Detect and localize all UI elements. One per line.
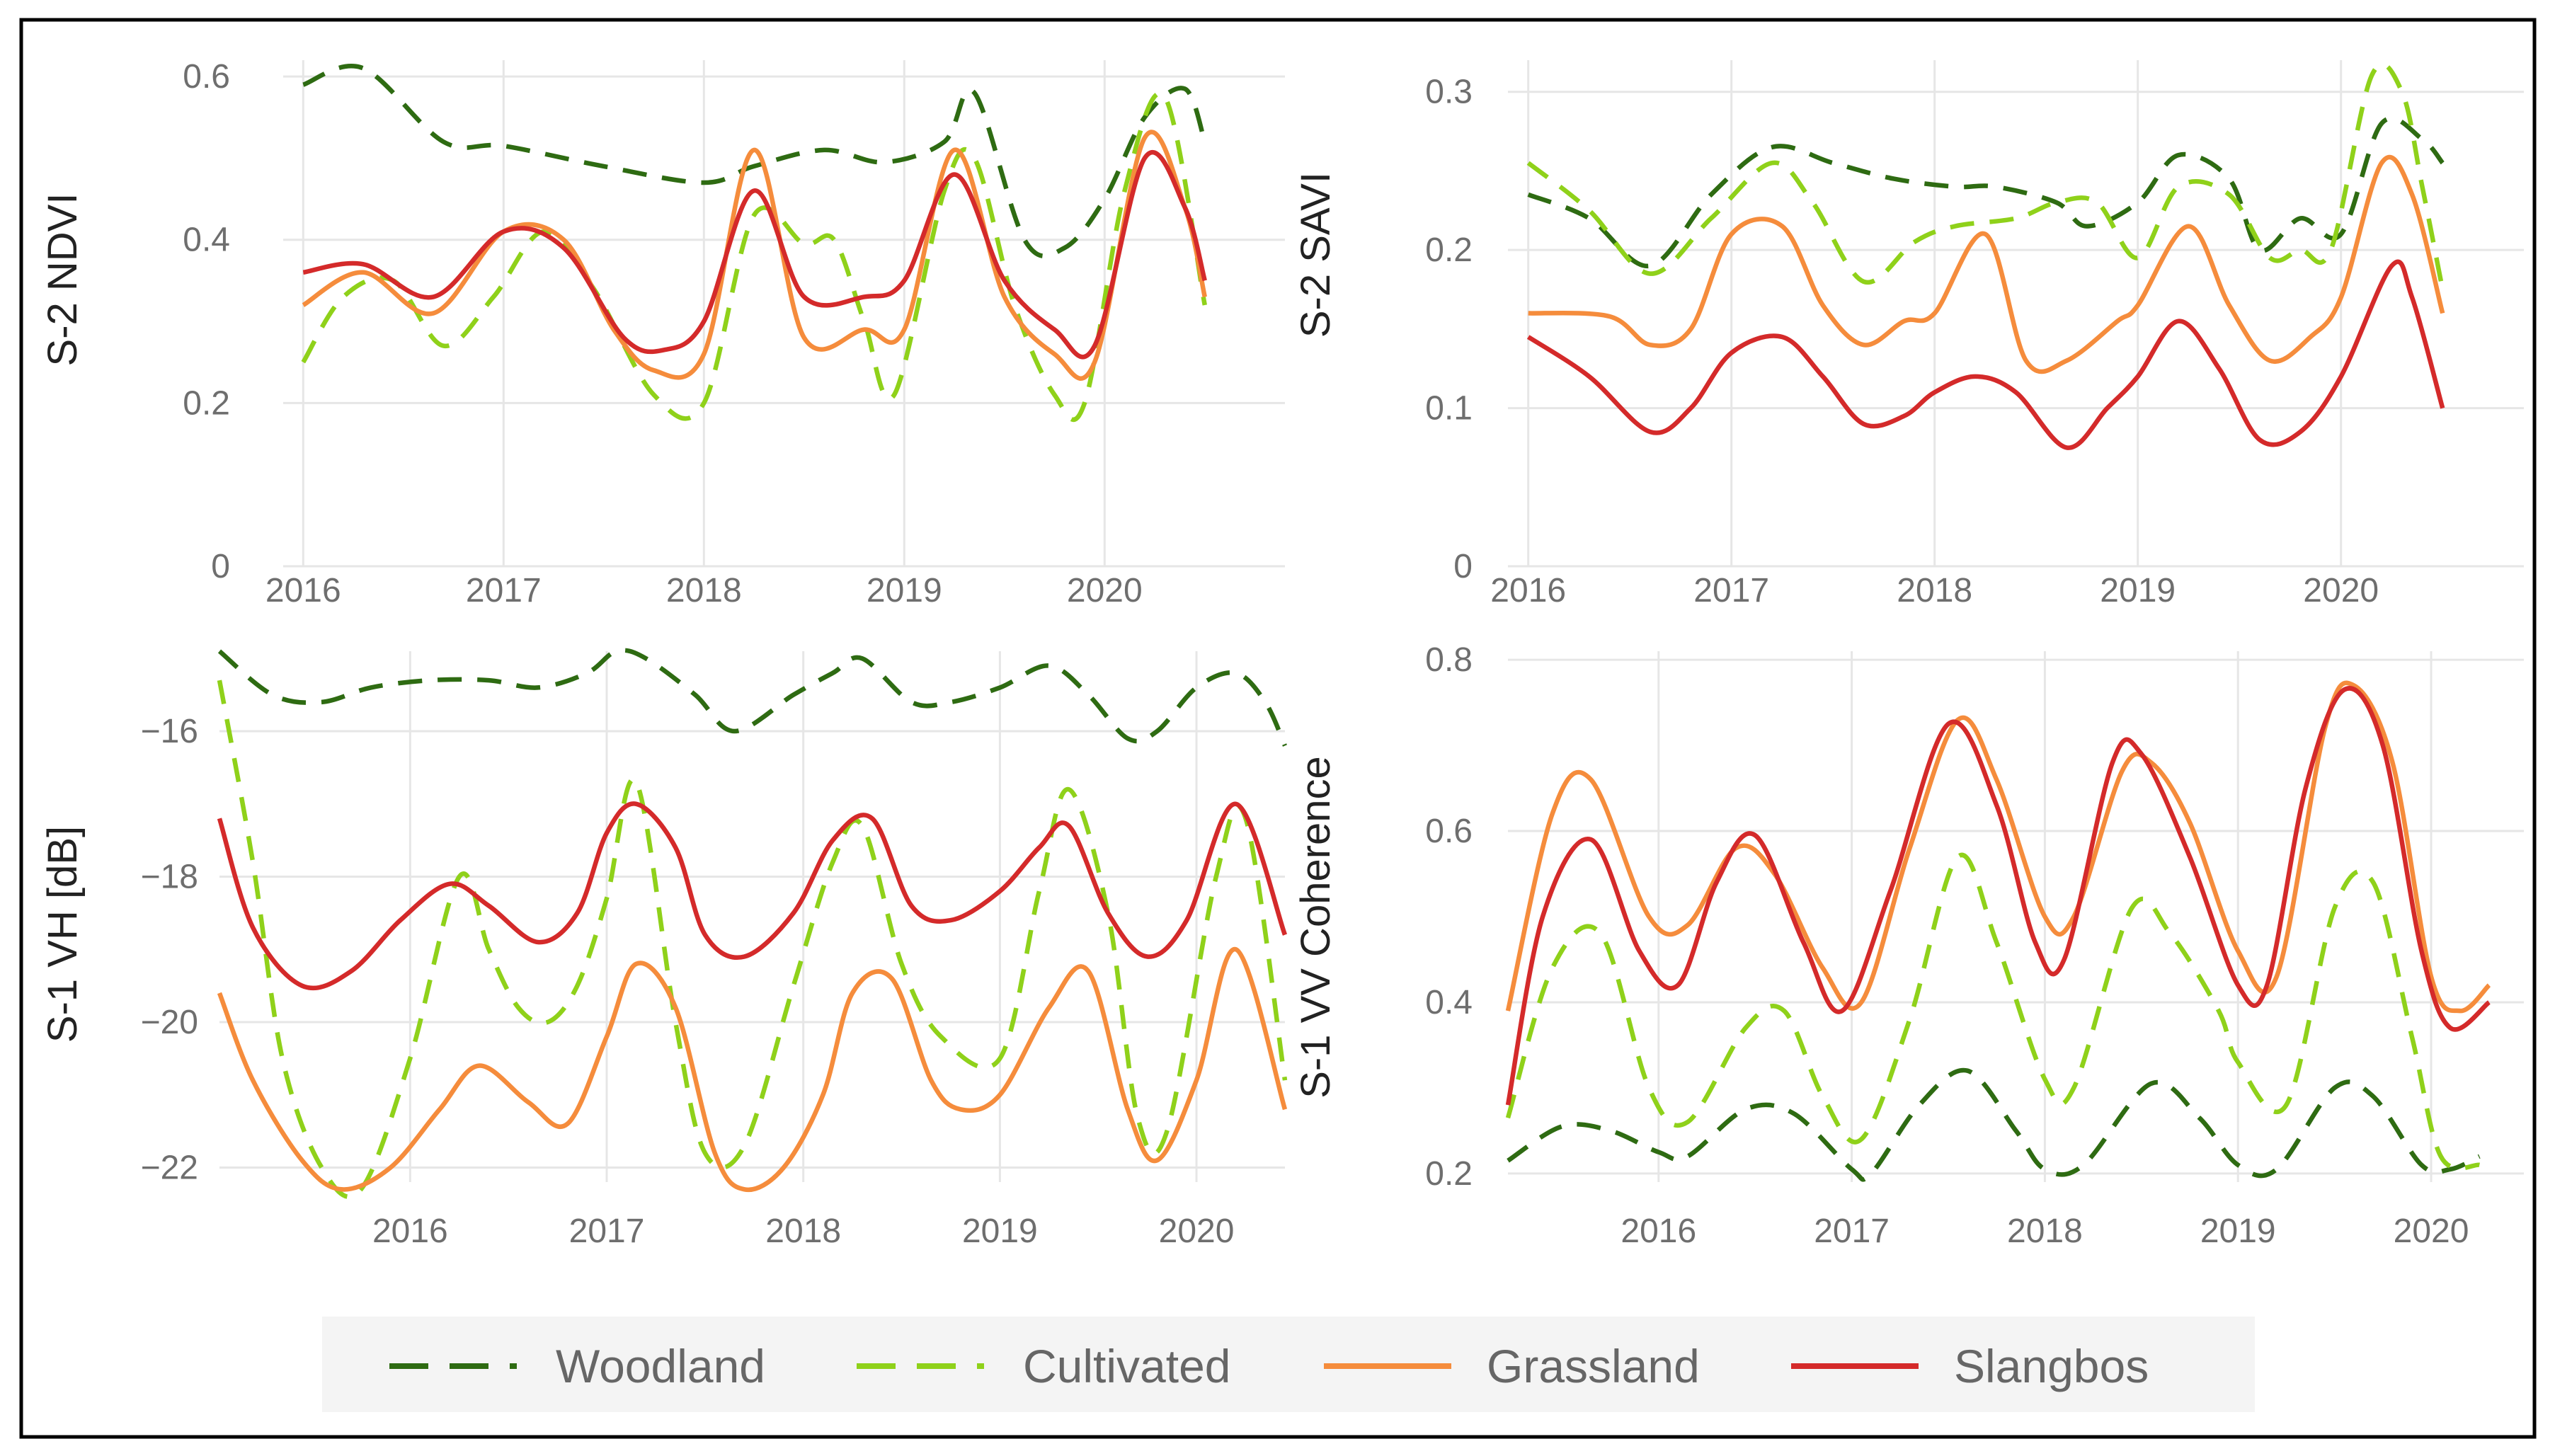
- coherence-x-tick-label: 2019: [2200, 1213, 2276, 1250]
- figure: 0 0.2 0.4 0.6 2016 2017 2018 2019 2020 S-2 NDVI…: [0, 0, 2555, 1456]
- ndvi-x-tick-label: 2016: [265, 572, 341, 609]
- ndvi-panel: 0 0.2 0.4 0.6 2016 2017 2018 2019 2020 S-2 NDVI: [25, 42, 1292, 630]
- vh-y-axis-label: S-1 VH [dB]: [40, 826, 86, 1043]
- savi-x-tick-label: 2016: [1490, 572, 1566, 609]
- vh-x-tick-label: 2018: [765, 1213, 841, 1250]
- coherence-y-tick-label: 0.4: [1425, 984, 1473, 1021]
- coherence-y-axis-label: S-1 VV Coherence: [1293, 756, 1339, 1099]
- savi-x-tick-label: 2019: [2100, 572, 2176, 609]
- legend-label-woodland: Woodland: [556, 1340, 765, 1392]
- savi-x-tick-label: 2018: [1897, 572, 1972, 609]
- coherence-y-tick-label: 0.6: [1425, 813, 1473, 850]
- coherence-x-tick-label: 2018: [2007, 1213, 2083, 1250]
- savi-y-tick-label: 0.1: [1425, 390, 1473, 428]
- coherence-x-tick-label: 2017: [1814, 1213, 1890, 1250]
- savi-x-tick-label: 2017: [1693, 572, 1769, 609]
- legend: Woodland Cultivated Grassland Slangbos: [322, 1317, 2255, 1412]
- ndvi-y-tick-label: 0: [211, 548, 230, 585]
- vh-x-tick-label: 2019: [962, 1213, 1038, 1250]
- vh-panel: −22 −20 −18 −16 2016 2017 2018 2019 2020 S-1 VH…: [25, 634, 1292, 1271]
- coherence-x-tick-label: 2020: [2394, 1213, 2469, 1250]
- coherence-y-tick-label: 0.2: [1425, 1155, 1473, 1193]
- vh-y-tick-label: −22: [141, 1149, 198, 1186]
- vh-y-tick-label: −20: [141, 1004, 198, 1041]
- ndvi-y-tick-label: 0.6: [183, 58, 230, 96]
- savi-x-tick-label: 2020: [2303, 572, 2379, 609]
- ndvi-x-tick-label: 2017: [466, 572, 542, 609]
- savi-y-tick-label: 0.2: [1425, 231, 1473, 269]
- coherence-x-tick-label: 2016: [1621, 1213, 1696, 1250]
- ndvi-x-tick-label: 2019: [867, 572, 942, 609]
- savi-panel: 0 0.1 0.2 0.3 2016 2017 2018 2019 2020 S-2 SAVI: [1293, 42, 2531, 630]
- coherence-y-tick-label: 0.8: [1425, 641, 1473, 679]
- ndvi-y-tick-label: 0.4: [183, 222, 230, 259]
- vh-x-tick-label: 2016: [372, 1213, 448, 1250]
- vh-x-tick-label: 2020: [1159, 1213, 1235, 1250]
- ndvi-x-tick-label: 2020: [1067, 572, 1143, 609]
- legend-label-grassland: Grassland: [1487, 1340, 1700, 1392]
- ndvi-y-axis-label: S-2 NDVI: [40, 193, 86, 367]
- vh-x-tick-label: 2017: [569, 1213, 645, 1250]
- ndvi-y-tick-label: 0.2: [183, 384, 230, 422]
- vh-y-tick-label: −16: [141, 713, 198, 750]
- legend-label-cultivated: Cultivated: [1023, 1340, 1231, 1392]
- savi-y-tick-label: 0: [1453, 548, 1473, 585]
- ndvi-x-tick-label: 2018: [666, 572, 742, 609]
- savi-y-axis-label: S-2 SAVI: [1293, 172, 1339, 338]
- legend-label-slangbos: Slangbos: [1954, 1340, 2149, 1392]
- coherence-panel: 0.2 0.4 0.6 0.8 2016 2017 2018 2019 2020 S-1 VV…: [1293, 634, 2531, 1271]
- savi-y-tick-label: 0.3: [1425, 74, 1473, 111]
- vh-y-tick-label: −18: [141, 858, 198, 895]
